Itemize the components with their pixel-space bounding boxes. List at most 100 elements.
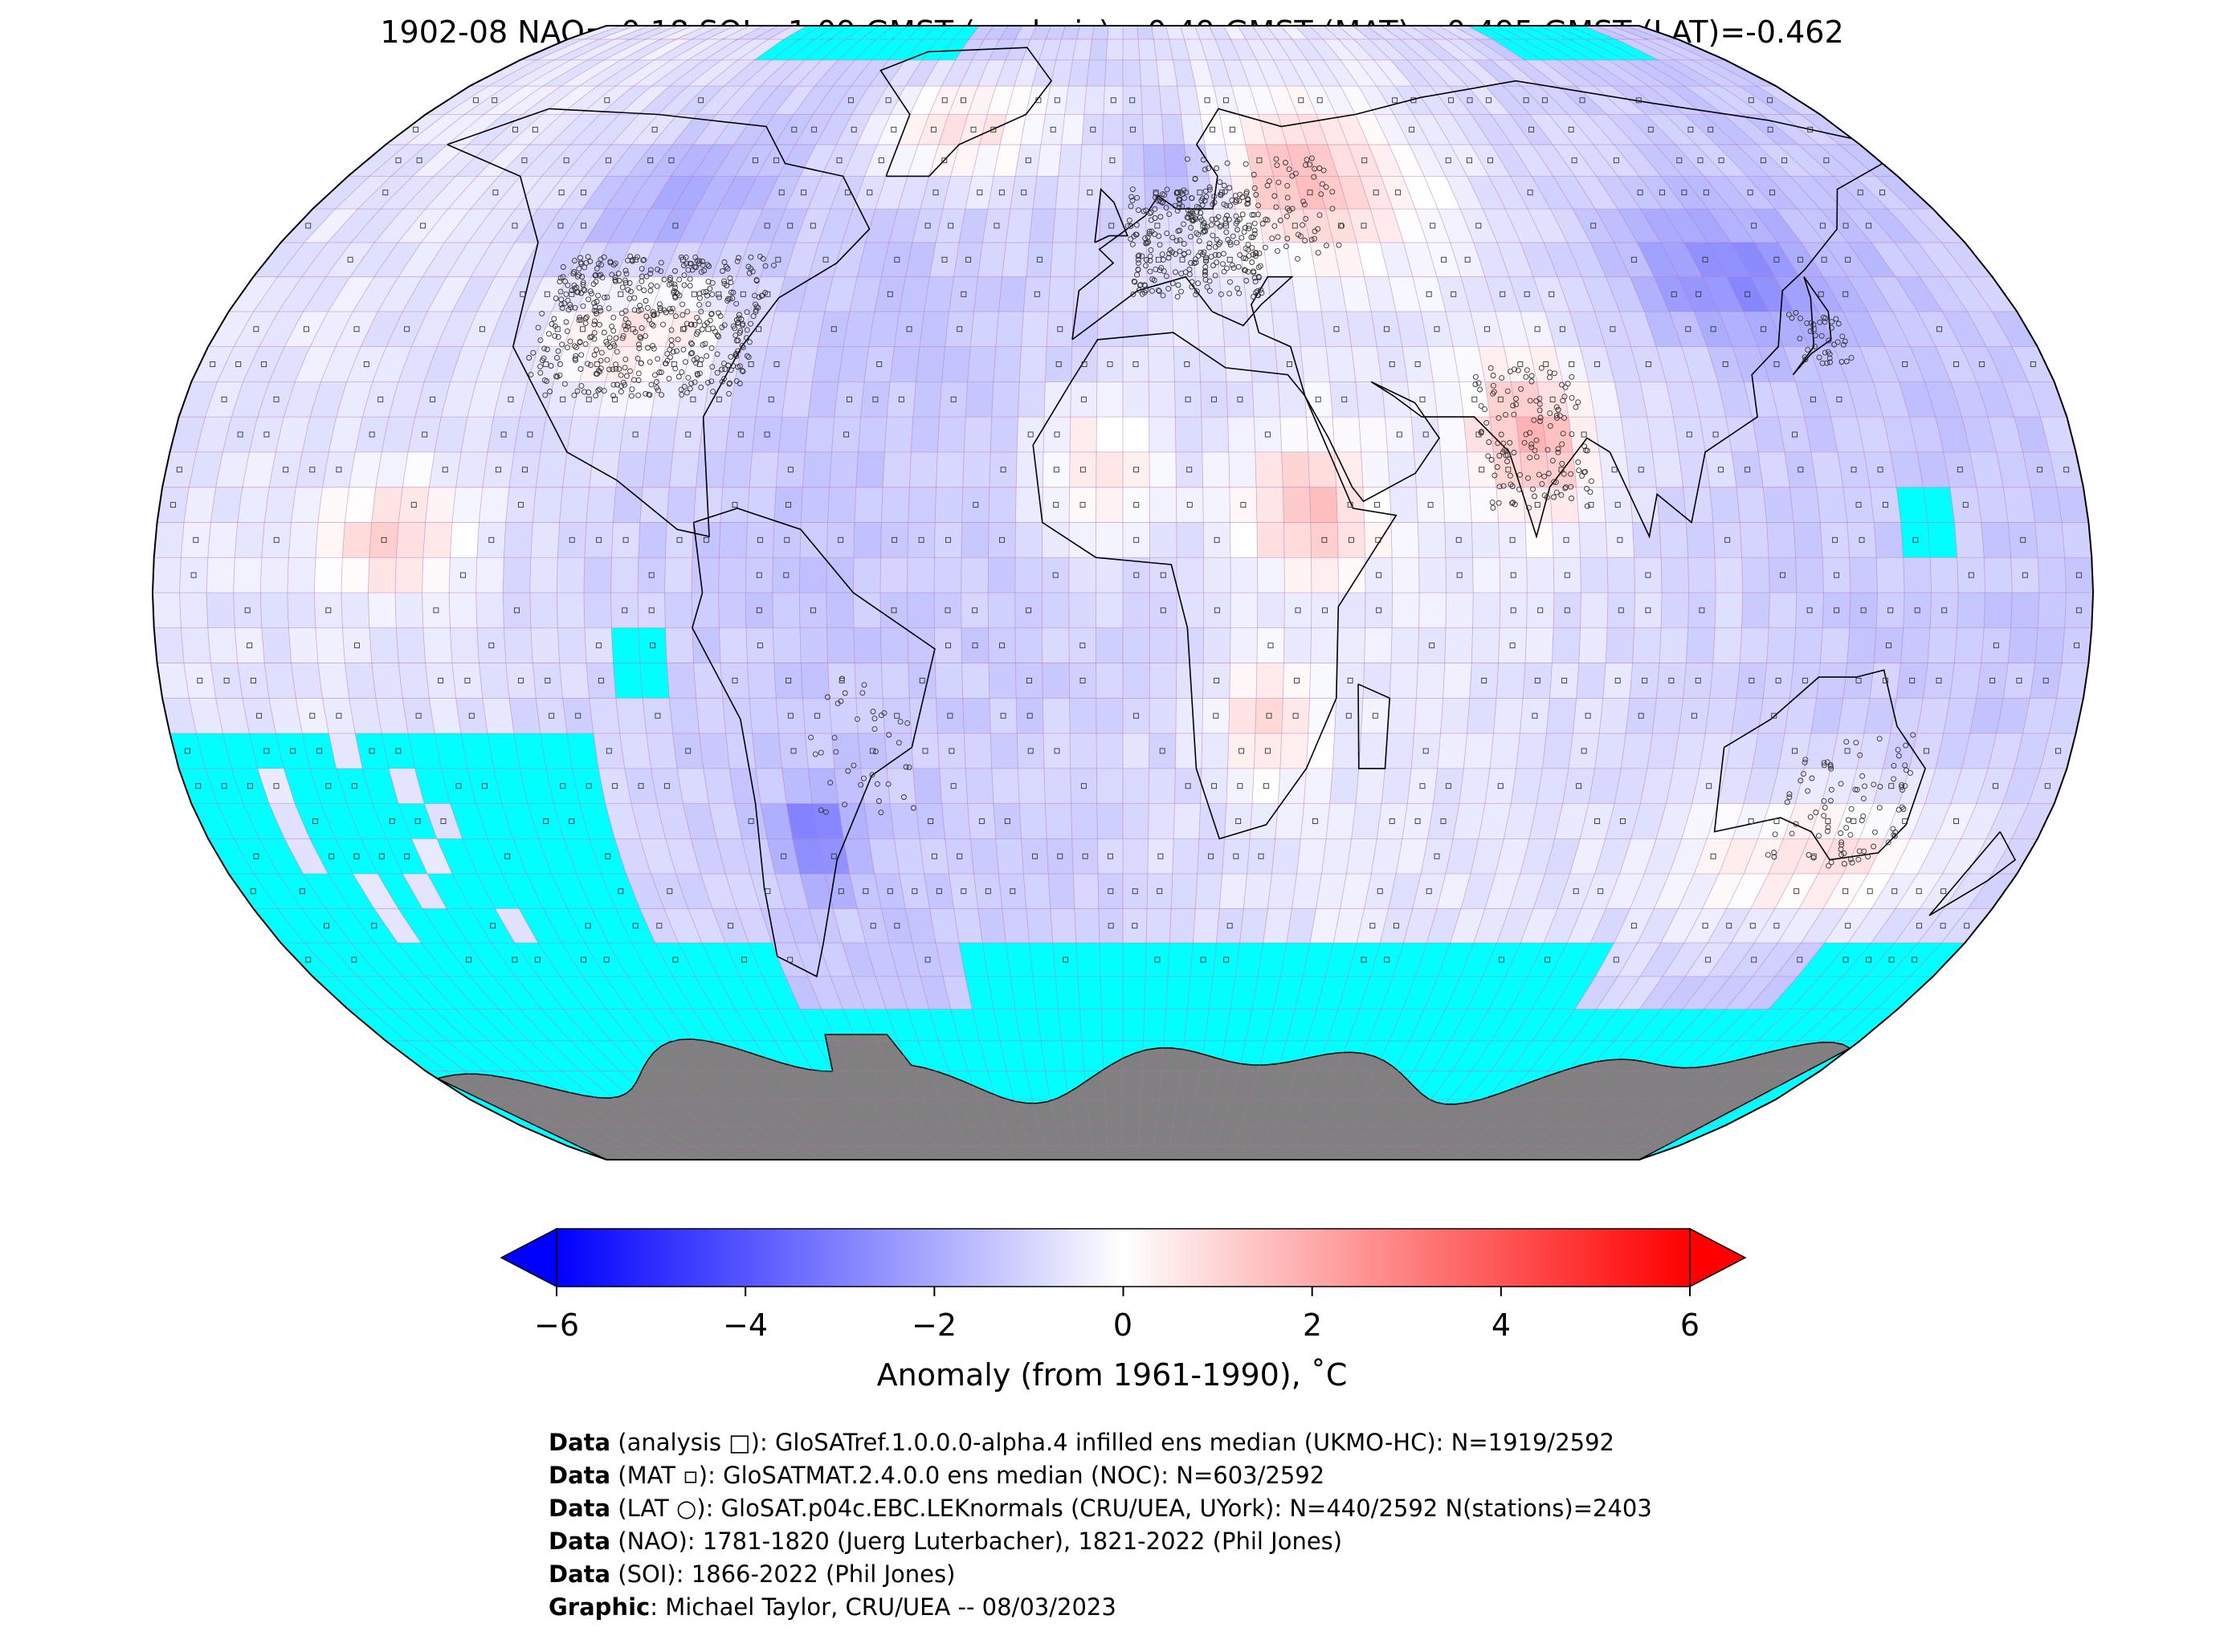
grid-cell [1775, 943, 1825, 977]
grid-cell [1810, 698, 1843, 734]
grid-cell [1230, 593, 1258, 628]
grid-cell [874, 874, 906, 909]
grid-cell [638, 627, 667, 663]
grid-cell [526, 874, 568, 909]
grid-cell [1197, 838, 1225, 874]
grid-cell [1949, 487, 1981, 523]
grid-cell [1123, 557, 1150, 593]
grid-cell [1849, 557, 1878, 593]
grid-cell [325, 908, 375, 943]
grid-cell [826, 593, 854, 628]
grid-cell [853, 627, 882, 663]
grid-cell [264, 663, 296, 699]
grid-cell [843, 838, 875, 874]
grid-cell [1923, 487, 1955, 523]
grid-cell [1394, 1041, 1430, 1071]
grid-cell [1704, 1041, 1758, 1071]
grid-cell [1365, 557, 1393, 593]
grid-cell [1469, 663, 1499, 699]
grid-cell [1708, 1099, 1777, 1126]
grid-cell [585, 943, 628, 977]
grid-cell [1190, 943, 1217, 977]
grid-cell [318, 487, 349, 523]
grid-cell [1286, 908, 1316, 943]
grid-cell [712, 908, 749, 943]
grid-cell [1471, 627, 1500, 663]
grid-cell [772, 943, 808, 977]
grid-cell [287, 593, 316, 628]
grid-cell [1052, 943, 1078, 977]
grid-cell [1981, 522, 2011, 558]
grid-cell [1777, 908, 1824, 943]
grid-cell [1820, 943, 1871, 977]
grid-cell [1145, 943, 1170, 977]
grid-cell [529, 557, 558, 593]
grid-cell [1387, 698, 1417, 734]
grid-cell [296, 451, 329, 487]
grid-cell [1626, 698, 1657, 734]
grid-cell [189, 698, 223, 734]
grid-cell [1769, 838, 1810, 874]
grid-cell [2010, 593, 2039, 628]
grid-cell [1491, 1041, 1532, 1071]
grid-cell [1148, 803, 1175, 839]
grid-cell [880, 593, 908, 628]
grid-cell [1254, 733, 1282, 769]
grid-cell [296, 698, 329, 734]
grid-cell [1895, 908, 1944, 943]
grid-cell [1365, 593, 1393, 628]
grid-cell [425, 663, 456, 699]
grid-cell [1606, 874, 1645, 909]
grid-cell [1471, 522, 1500, 558]
grid-cell [611, 627, 640, 663]
grid-cell [1309, 663, 1338, 699]
grid-cell [543, 908, 586, 943]
grid-cell [455, 1009, 509, 1041]
grid-cell [589, 698, 620, 734]
grid-cell [1230, 976, 1259, 1010]
grid-cell [1928, 522, 1957, 558]
grid-cell [1407, 768, 1438, 804]
grid-cell [1681, 803, 1718, 839]
grid-cell [1082, 1041, 1104, 1071]
grid-cell [1316, 874, 1347, 909]
grid-cell [470, 976, 520, 1010]
grid-cell [1666, 768, 1700, 804]
grid-cell [1247, 838, 1275, 874]
grid-cell [949, 874, 978, 909]
grid-cell [1510, 976, 1551, 1010]
grid-cell [1357, 908, 1389, 943]
grid-cell [469, 1099, 537, 1126]
grid-cell [1977, 768, 2015, 804]
grid-cell [189, 451, 223, 487]
grid-cell [1416, 663, 1445, 699]
grid-cell [1599, 698, 1630, 734]
grid-cell [713, 1009, 755, 1041]
grid-cell [1705, 698, 1737, 734]
grid-cell [924, 874, 954, 909]
grid-cell [729, 768, 761, 804]
grid-cell [865, 943, 898, 977]
colorbar-ticks [556, 1287, 1691, 1296]
grid-cell [349, 451, 382, 487]
grid-cell [382, 733, 415, 769]
grid-cell [664, 593, 692, 628]
grid-cell [1165, 976, 1191, 1010]
grid-cell [572, 768, 606, 804]
grid-cell [278, 874, 326, 909]
grid-cell [778, 1009, 816, 1041]
grid-cell [1793, 522, 1823, 558]
grid-cell [1769, 557, 1797, 593]
grid-cell [291, 663, 323, 699]
grid-cell [1348, 943, 1381, 977]
grid-cell [206, 557, 235, 593]
grid-cell [541, 1071, 597, 1099]
grid-cell [1569, 733, 1600, 769]
grid-cell [261, 627, 292, 663]
grid-cell [1257, 522, 1285, 558]
grid-cell [533, 663, 563, 699]
grid-cell [566, 733, 598, 769]
grid-cell [1874, 522, 1904, 558]
grid-cell [809, 908, 843, 943]
